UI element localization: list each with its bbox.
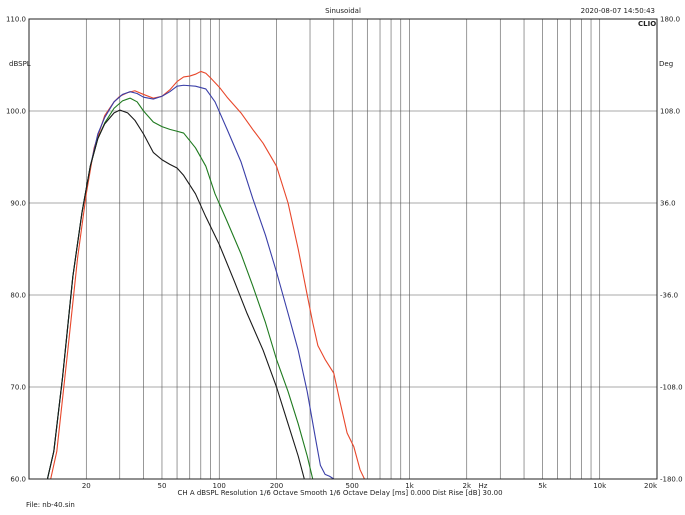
timestamp: 2020-08-07 14:50:43: [581, 7, 655, 15]
x-tick-label: 2k: [463, 482, 472, 490]
y2-tick-label: 108.0: [660, 108, 680, 116]
y2-tick-label: 36.0: [660, 200, 676, 208]
clio-logo: CLIO: [638, 20, 656, 28]
chart-title: Sinusoidal: [325, 7, 361, 15]
x-axis-unit: Hz: [479, 482, 488, 490]
y-axis-label: dBSPL: [9, 60, 31, 68]
y2-tick-label: 180.0: [660, 16, 680, 24]
y2-axis: -180.0 -108.0 -36.0 36.0 108.0 180.0: [660, 16, 683, 484]
file-name: File: nb-40.sin: [26, 501, 75, 509]
y-tick-label: 100.0: [6, 108, 26, 116]
measurement-settings: CH A dBSPL Resolution 1/6 Octave Smooth …: [177, 489, 502, 497]
x-tick-label: 10k: [593, 482, 607, 490]
y2-axis-label: Deg: [659, 60, 673, 68]
y2-tick-label: -180.0: [660, 476, 683, 484]
series-line: [50, 70, 365, 480]
curves: [46, 70, 365, 480]
y-tick-label: 70.0: [10, 384, 26, 392]
y-tick-label: 80.0: [10, 292, 26, 300]
series-line: [46, 84, 335, 480]
x-tick-label: 1k: [405, 482, 414, 490]
x-tick-label: 20k: [644, 482, 658, 490]
y-tick-label: 90.0: [10, 200, 26, 208]
x-tick-label: 5k: [538, 482, 547, 490]
y-tick-label: 110.0: [6, 16, 26, 24]
x-axis: 20 50 100 200 500 1k 2k 5k 10k 20k: [82, 482, 658, 490]
plot-frame: [28, 18, 658, 480]
x-tick-label: 50: [158, 482, 167, 490]
x-tick-label: 200: [270, 482, 283, 490]
x-tick-label: 20: [82, 482, 91, 490]
series-line: [46, 97, 314, 480]
grid: [29, 19, 657, 479]
x-tick-label: 500: [346, 482, 359, 490]
x-tick-label: 100: [213, 482, 226, 490]
series-line: [46, 109, 305, 480]
y2-tick-label: -108.0: [660, 384, 683, 392]
y2-tick-label: -36.0: [660, 292, 678, 300]
y-axis: 60.0 70.0 80.0 90.0 100.0 110.0: [6, 16, 26, 484]
y-tick-label: 60.0: [10, 476, 26, 484]
